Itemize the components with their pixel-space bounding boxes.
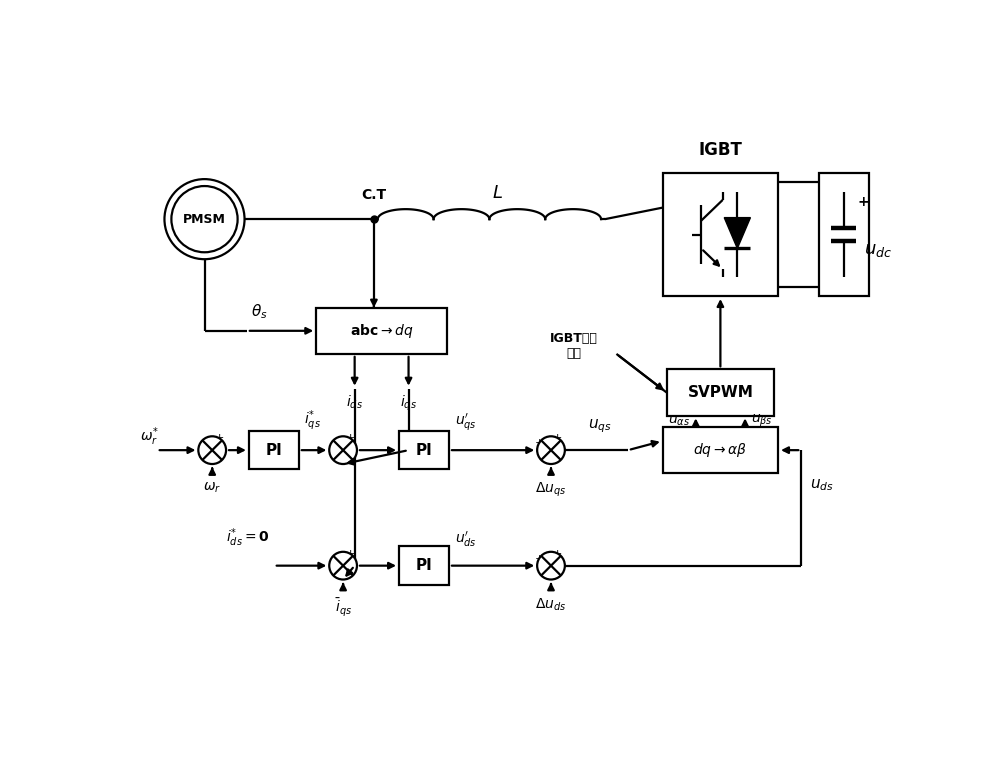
Text: $L$: $L$ xyxy=(492,184,503,202)
Text: -: - xyxy=(329,566,334,579)
Text: PMSM: PMSM xyxy=(183,213,226,226)
Text: PI: PI xyxy=(416,443,432,457)
Text: +: + xyxy=(553,433,563,444)
Circle shape xyxy=(537,437,565,464)
Text: $\bar{i}_{qs}$: $\bar{i}_{qs}$ xyxy=(335,597,352,618)
Text: $\Delta u_{qs}$: $\Delta u_{qs}$ xyxy=(535,481,567,499)
Bar xyxy=(663,427,778,473)
Text: $u_{\beta s}$: $u_{\beta s}$ xyxy=(751,413,773,430)
Text: $u_{ds}'$: $u_{ds}'$ xyxy=(455,529,477,549)
Bar xyxy=(666,369,774,416)
Text: IGBT: IGBT xyxy=(698,141,742,159)
Text: $u_{qs}'$: $u_{qs}'$ xyxy=(455,412,477,433)
Text: SVPWM: SVPWM xyxy=(687,385,753,400)
Text: +: + xyxy=(535,438,544,448)
Text: $u_{ds}$: $u_{ds}$ xyxy=(810,477,834,493)
Polygon shape xyxy=(724,217,750,248)
Text: $i_{ds}^{*}=\mathbf{0}$: $i_{ds}^{*}=\mathbf{0}$ xyxy=(226,526,270,549)
Circle shape xyxy=(329,437,357,464)
Bar xyxy=(399,546,449,585)
Text: $i_{ds}$: $i_{ds}$ xyxy=(346,394,363,411)
Text: $\Delta u_{ds}$: $\Delta u_{ds}$ xyxy=(535,597,567,613)
Text: -: - xyxy=(198,450,203,464)
Bar xyxy=(663,173,778,296)
Text: -: - xyxy=(329,450,334,464)
Text: +: + xyxy=(345,433,355,444)
Bar xyxy=(399,431,449,469)
Text: $u_{\alpha s}$: $u_{\alpha s}$ xyxy=(668,414,690,429)
Circle shape xyxy=(164,179,245,259)
Circle shape xyxy=(198,437,226,464)
Text: $\omega_r$: $\omega_r$ xyxy=(203,481,221,495)
Bar xyxy=(819,173,869,296)
Text: +: + xyxy=(345,549,355,559)
Text: $\omega_r^{*}$: $\omega_r^{*}$ xyxy=(140,425,158,447)
Text: IGBT驱动
信号: IGBT驱动 信号 xyxy=(550,332,598,360)
Text: +: + xyxy=(857,195,869,209)
Text: PI: PI xyxy=(265,443,282,457)
Circle shape xyxy=(171,186,238,252)
Text: +: + xyxy=(214,433,224,444)
Text: C.T: C.T xyxy=(361,188,386,202)
Text: $i_{qs}^{*}$: $i_{qs}^{*}$ xyxy=(304,409,321,433)
Bar xyxy=(249,431,299,469)
Bar xyxy=(316,308,447,354)
Text: $dq\rightarrow\alpha\beta$: $dq\rightarrow\alpha\beta$ xyxy=(693,441,748,459)
Text: $u_{dc}$: $u_{dc}$ xyxy=(864,241,892,259)
Circle shape xyxy=(537,552,565,580)
Text: $\mathbf{abc}\rightarrow dq$: $\mathbf{abc}\rightarrow dq$ xyxy=(350,322,413,340)
Text: PI: PI xyxy=(416,558,432,574)
Text: $\theta_s$: $\theta_s$ xyxy=(251,302,267,320)
Circle shape xyxy=(329,552,357,580)
Text: $i_{qs}$: $i_{qs}$ xyxy=(400,394,417,413)
Text: +: + xyxy=(535,553,544,563)
Text: +: + xyxy=(553,549,563,559)
Text: $u_{qs}$: $u_{qs}$ xyxy=(588,417,612,435)
